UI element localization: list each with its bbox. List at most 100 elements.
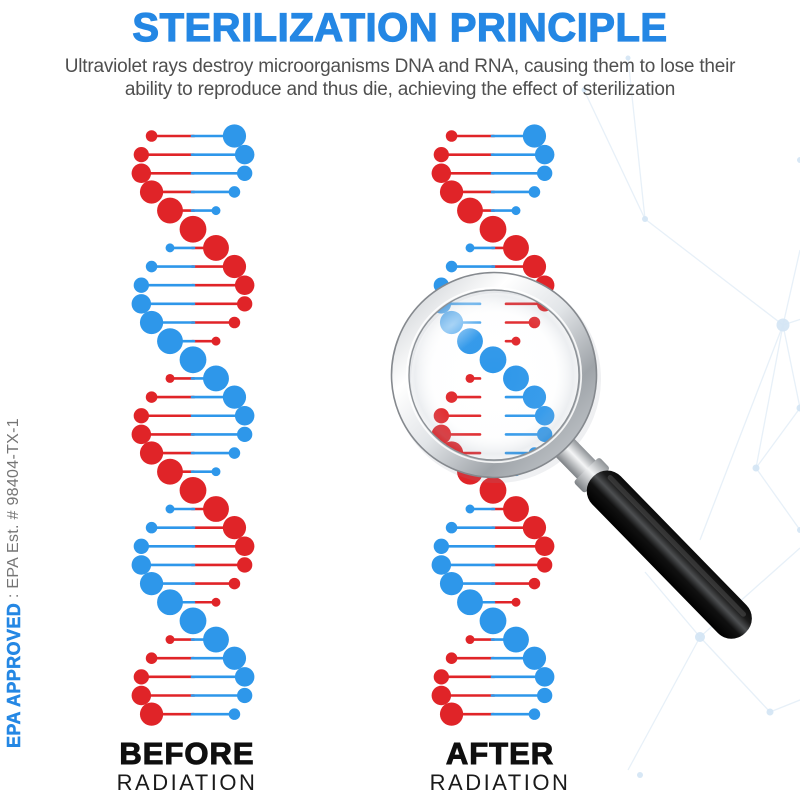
dna-node-blue — [133, 277, 149, 293]
dna-node-red — [165, 373, 175, 383]
dna-node-red — [157, 197, 183, 224]
dna-node-red — [211, 336, 221, 346]
dna-node-blue — [537, 687, 553, 704]
lens-highlight — [400, 281, 504, 369]
dna-node-red — [228, 577, 241, 590]
dna-node-blue — [431, 555, 452, 575]
dna-node-red — [211, 597, 221, 607]
lens-rim — [392, 273, 596, 477]
dna-node-blue — [222, 385, 247, 409]
dna-node-red — [439, 180, 464, 204]
dna-node-red — [445, 652, 458, 664]
dna-node-red — [222, 516, 247, 540]
dna-node-blue — [465, 504, 475, 514]
dna-node-red — [511, 597, 521, 607]
dna-node-red — [503, 234, 529, 261]
dna-node-red — [237, 296, 253, 312]
dna-node-red — [131, 163, 152, 184]
dna-node-red — [139, 702, 164, 726]
dna-helix-before — [131, 124, 255, 726]
dna-node-blue — [522, 646, 547, 670]
dna-node-blue — [439, 571, 464, 596]
dna-node-blue — [237, 426, 253, 443]
dna-node-blue — [165, 243, 175, 253]
dna-node-blue — [237, 687, 253, 704]
dna-node-red — [465, 635, 475, 645]
handle-sheen — [607, 475, 747, 617]
dna-node-red — [503, 496, 529, 522]
dna-node-blue — [211, 467, 221, 477]
dna-node-red — [431, 163, 452, 184]
dna-node-blue — [234, 144, 255, 165]
handle-step — [574, 458, 610, 493]
lens-rim-outer-edge — [390, 271, 598, 479]
dna-node-blue — [157, 328, 183, 355]
lens-rim-inner-edge — [408, 289, 580, 461]
dna-node-red — [139, 441, 164, 465]
dna-node-red — [203, 234, 229, 261]
dna-node-red — [157, 458, 183, 485]
dna-node-blue — [228, 447, 241, 459]
dna-node-red — [179, 215, 207, 243]
dna-node-red — [445, 130, 458, 142]
dna-node-red — [165, 635, 175, 645]
dna-node-red — [237, 557, 253, 573]
dna-node-blue — [133, 538, 149, 554]
dna-node-blue — [465, 243, 475, 253]
dna-node-blue — [528, 708, 541, 720]
dna-node-red — [145, 391, 158, 403]
dna-node-blue — [228, 708, 241, 720]
dna-node-red — [439, 702, 464, 726]
handle-grip — [586, 470, 752, 639]
dna-node-blue — [145, 260, 158, 273]
dna-node-red — [433, 146, 449, 163]
dna-node-blue — [179, 346, 207, 374]
dna-node-red — [528, 577, 541, 590]
dna-node-blue — [445, 260, 458, 273]
lens-rim-inner-shine — [405, 286, 583, 464]
dna-node-blue — [503, 626, 529, 653]
dna-node-red — [537, 557, 553, 573]
dna-node-red — [433, 669, 449, 685]
dna-node-red — [203, 496, 229, 522]
dna-node-red — [534, 536, 555, 557]
dna-node-red — [145, 652, 158, 664]
dna-node-red — [139, 180, 164, 204]
dna-node-red — [179, 476, 207, 504]
dna-node-blue — [179, 607, 207, 635]
dna-node-blue — [203, 626, 229, 653]
dna-node-blue — [457, 589, 483, 616]
dna-node-blue — [445, 521, 458, 534]
dna-node-blue — [528, 186, 541, 198]
dna-node-red — [131, 424, 152, 445]
plexus-background — [581, 55, 800, 778]
dna-node-red — [133, 408, 149, 424]
dna-node-blue — [139, 571, 164, 596]
dna-node-red — [133, 669, 149, 685]
dna-node-red — [145, 130, 158, 142]
dna-node-blue — [479, 607, 507, 635]
dna-node-blue — [511, 206, 521, 216]
magnifying-glass — [390, 271, 752, 639]
dna-node-blue — [228, 186, 241, 198]
dna-node-blue — [157, 589, 183, 616]
dna-node-blue — [237, 165, 253, 181]
dna-node-blue — [222, 646, 247, 670]
dna-node-blue — [139, 310, 164, 335]
dna-node-blue — [211, 206, 221, 216]
dna-node-blue — [234, 667, 255, 687]
dna-node-blue — [537, 165, 553, 181]
dna-node-red — [133, 146, 149, 163]
dna-node-red — [234, 536, 255, 557]
dna-node-blue — [203, 365, 229, 392]
dna-node-red — [479, 476, 507, 504]
dna-node-blue — [165, 504, 175, 514]
dna-node-blue — [145, 521, 158, 534]
dna-node-red — [228, 316, 241, 329]
dna-node-blue — [234, 406, 255, 426]
dna-node-red — [522, 516, 547, 540]
dna-node-red — [457, 197, 483, 224]
magnifier-handle — [548, 431, 752, 639]
